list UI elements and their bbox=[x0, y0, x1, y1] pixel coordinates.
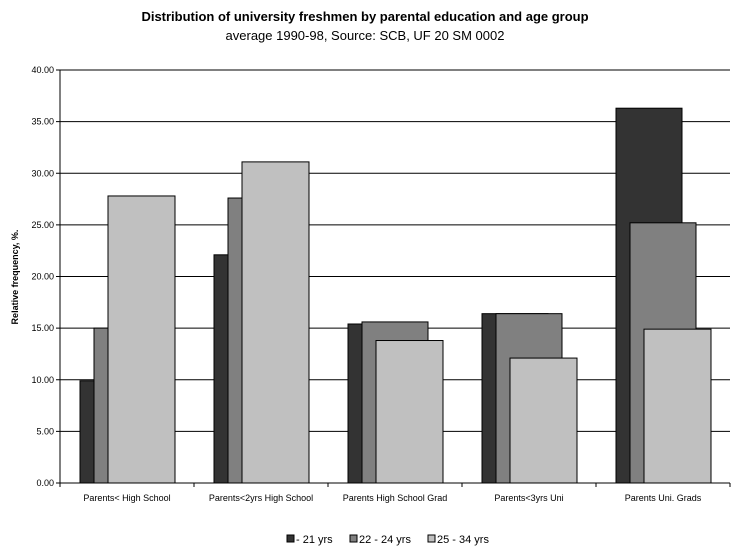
legend: - 21 yrs 22 - 24 yrs 25 - 34 yrs bbox=[286, 534, 489, 546]
y-tick-labels: 0.00 5.00 10.00 15.00 20.00 25.00 30.00 35.00 40… bbox=[31, 65, 54, 488]
bar bbox=[643, 328, 712, 484]
bar bbox=[241, 161, 310, 484]
x-category-label: Parents High School Grad bbox=[343, 493, 448, 503]
legend-label: 25 - 34 yrs bbox=[437, 534, 489, 546]
x-category-label: Parents<3yrs Uni bbox=[494, 493, 563, 503]
axes bbox=[59, 70, 731, 487]
legend-swatch bbox=[286, 534, 295, 543]
legend-label: 22 - 24 yrs bbox=[359, 534, 411, 546]
chart-subtitle: average 1990-98, Source: SCB, UF 20 SM 0… bbox=[226, 28, 505, 43]
y-tick-label: 20.00 bbox=[31, 272, 54, 282]
legend-swatch bbox=[427, 534, 436, 543]
y-tick-label: 5.00 bbox=[36, 426, 54, 436]
x-category-labels: Parents< High School Parents<2yrs High Sc… bbox=[83, 493, 701, 503]
bar bbox=[107, 195, 176, 484]
y-tick-label: 15.00 bbox=[31, 323, 54, 333]
chart-title: Distribution of university freshmen by p… bbox=[141, 9, 588, 24]
x-category-label: Parents<2yrs High School bbox=[209, 493, 313, 503]
y-tick-label: 10.00 bbox=[31, 375, 54, 385]
y-tick-label: 25.00 bbox=[31, 220, 54, 230]
y-tick-label: 0.00 bbox=[36, 478, 54, 488]
bars-layer bbox=[79, 107, 712, 484]
bar bbox=[509, 357, 578, 484]
x-category-label: Parents Uni. Grads bbox=[625, 493, 702, 503]
legend-swatch bbox=[349, 534, 358, 543]
y-tick-label: 40.00 bbox=[31, 65, 54, 75]
bar bbox=[375, 340, 444, 484]
y-tick-label: 30.00 bbox=[31, 168, 54, 178]
y-tick-label: 35.00 bbox=[31, 117, 54, 127]
legend-label: - 21 yrs bbox=[296, 534, 333, 546]
y-axis-label: Relative frequency, %. bbox=[10, 230, 20, 325]
x-category-label: Parents< High School bbox=[83, 493, 170, 503]
